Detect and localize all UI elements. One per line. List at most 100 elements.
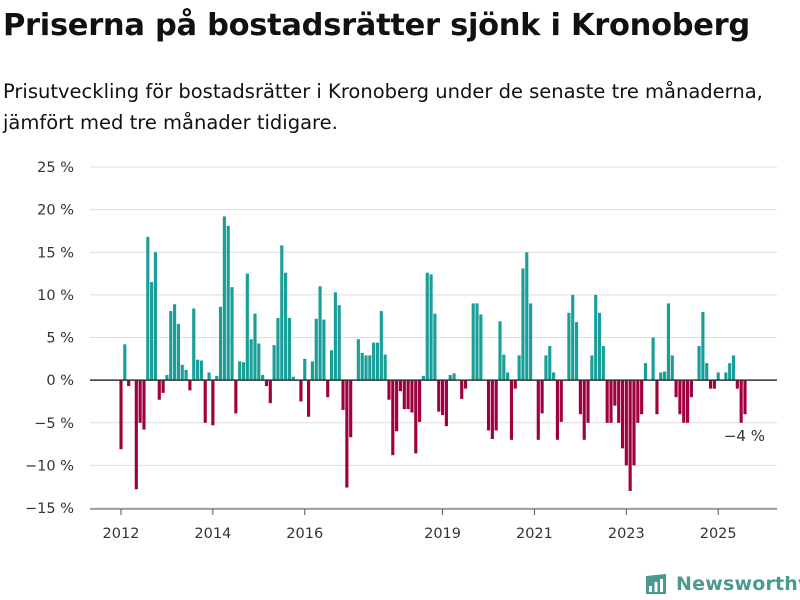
bar	[490, 380, 494, 439]
bar	[513, 380, 517, 389]
x-tick-label: 2012	[103, 526, 140, 542]
bar	[215, 375, 219, 381]
bar	[421, 375, 425, 381]
bar	[387, 380, 391, 400]
bar	[326, 380, 330, 398]
bar	[218, 306, 223, 381]
bar	[395, 380, 399, 432]
x-tick-label: 2021	[516, 526, 553, 542]
bar	[448, 375, 452, 381]
bar	[138, 380, 142, 423]
bar	[743, 380, 747, 415]
bar	[280, 245, 284, 381]
bar	[666, 303, 671, 381]
bar	[153, 252, 158, 381]
bar	[586, 380, 590, 423]
bar	[682, 380, 686, 423]
bar	[670, 355, 674, 381]
bar	[628, 380, 632, 491]
bar	[264, 380, 269, 387]
bar	[165, 375, 169, 381]
y-tick-label: −15 %	[25, 501, 74, 517]
bar	[249, 339, 253, 381]
bar	[184, 369, 188, 381]
bar	[517, 355, 521, 381]
chart-subtitle: Prisutveckling för bostadsrätter i Krono…	[3, 80, 763, 134]
bar	[238, 361, 242, 381]
bar	[632, 380, 636, 466]
bar	[287, 317, 292, 381]
bar	[356, 339, 360, 381]
bar	[410, 380, 414, 413]
bar	[192, 308, 196, 381]
y-tick-label: −10 %	[25, 458, 74, 474]
bar	[253, 313, 257, 381]
bar	[521, 268, 525, 381]
bar	[529, 303, 533, 381]
bar	[241, 362, 246, 381]
bar	[429, 274, 433, 381]
bar	[418, 380, 422, 422]
bar	[686, 380, 690, 423]
bar	[552, 372, 556, 381]
bar	[574, 322, 579, 381]
bar	[555, 380, 559, 440]
bar	[341, 380, 345, 410]
bar	[142, 380, 146, 430]
y-tick-label: 20 %	[37, 203, 74, 219]
bar	[245, 273, 249, 381]
bar	[536, 380, 540, 440]
bar	[322, 319, 326, 381]
bar	[207, 372, 211, 381]
bar	[655, 380, 659, 415]
bar	[272, 345, 276, 381]
bar	[663, 371, 667, 381]
y-tick-label: 5 %	[46, 331, 74, 347]
brand-name: Newsworthy	[676, 573, 800, 595]
bar	[437, 380, 441, 412]
bar	[329, 350, 334, 381]
bar	[479, 314, 483, 381]
bar-series	[119, 216, 747, 491]
bar	[605, 380, 609, 423]
bar	[544, 355, 548, 381]
y-tick-label: 25 %	[37, 160, 74, 176]
bar	[180, 364, 184, 381]
bar	[349, 380, 353, 438]
bar	[379, 311, 383, 381]
bar	[284, 272, 288, 381]
bar	[674, 380, 678, 398]
bar	[471, 303, 475, 381]
bar	[689, 380, 693, 398]
bar	[651, 337, 655, 381]
bar	[161, 380, 165, 393]
newsworthy-chart-icon	[646, 574, 666, 594]
bar	[559, 380, 563, 422]
bar	[127, 380, 131, 387]
bar	[261, 375, 265, 381]
bar	[697, 346, 701, 381]
bar	[509, 380, 514, 440]
bar	[318, 286, 322, 381]
bar	[502, 354, 506, 381]
bar	[571, 294, 575, 381]
bar	[716, 372, 720, 381]
newsworthy-logo[interactable]: Newsworthy	[644, 570, 800, 598]
x-tick-label: 2023	[608, 526, 645, 542]
bar	[620, 380, 625, 449]
bar	[119, 380, 123, 450]
bar	[234, 380, 238, 414]
bar	[678, 380, 682, 415]
bar	[157, 380, 161, 400]
bar	[199, 360, 203, 381]
bar	[433, 313, 437, 381]
bar	[257, 343, 261, 381]
bar	[402, 380, 406, 410]
bar	[391, 380, 395, 456]
x-tick-label: 2019	[424, 526, 461, 542]
bar	[617, 380, 621, 423]
bar	[613, 380, 617, 406]
bar	[441, 380, 445, 416]
bar	[724, 372, 728, 381]
bar	[463, 380, 468, 389]
